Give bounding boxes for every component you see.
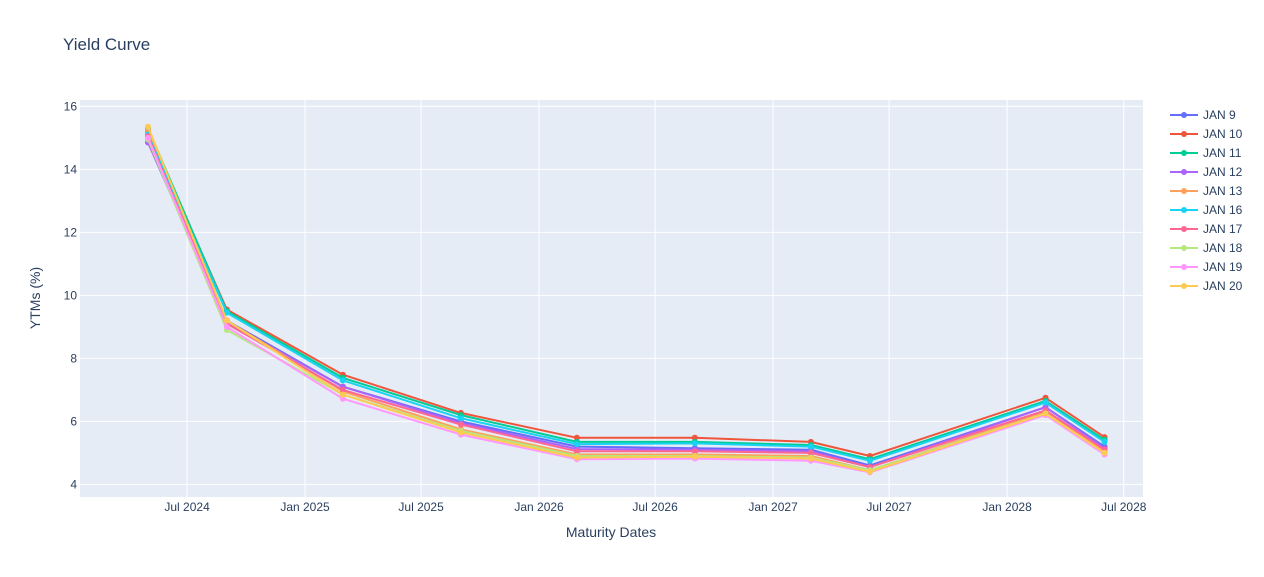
legend-label: JAN 11 <box>1203 146 1242 160</box>
legend-swatch-marker <box>1181 264 1187 270</box>
y-tick-label: 4 <box>70 477 77 491</box>
data-point <box>223 317 230 324</box>
x-tick-label: Jan 2026 <box>514 500 564 514</box>
legend-label: JAN 17 <box>1203 222 1243 236</box>
series-layer <box>144 123 1108 476</box>
data-point <box>573 454 580 461</box>
legend-label: JAN 9 <box>1203 108 1236 122</box>
data-point <box>144 123 151 130</box>
data-point <box>1042 399 1049 406</box>
legend-item[interactable]: JAN 17 <box>1170 222 1243 236</box>
legend-item[interactable]: JAN 13 <box>1170 184 1243 198</box>
data-point <box>691 448 698 455</box>
legend-swatch-marker <box>1181 131 1187 137</box>
y-tick-label: 6 <box>70 414 77 428</box>
legend-item[interactable]: JAN 19 <box>1170 260 1243 274</box>
y-tick-label: 16 <box>64 99 78 113</box>
legend-swatch-marker <box>1181 188 1187 194</box>
legend-label: JAN 18 <box>1203 241 1243 255</box>
legend: JAN 9 JAN 10 JAN 11 JAN 12 JAN 13 JAN 16 JAN 1… <box>1170 108 1243 293</box>
x-tick-label: Jul 2027 <box>866 500 912 514</box>
x-tick-label: Jan 2025 <box>280 500 330 514</box>
data-point <box>1042 410 1049 417</box>
legend-label: JAN 12 <box>1203 165 1243 179</box>
data-point <box>807 443 814 450</box>
series-jan-19 <box>144 134 1108 476</box>
legend-swatch-marker <box>1181 245 1187 251</box>
data-point <box>691 453 698 460</box>
series-line <box>147 137 1106 474</box>
data-point <box>457 429 464 436</box>
x-tick-label: Jul 2028 <box>1101 500 1147 514</box>
series-line <box>147 126 1106 473</box>
data-point <box>223 323 230 330</box>
data-point <box>807 449 814 456</box>
series-jan-20 <box>144 123 1108 475</box>
x-tick-label: Jan 2027 <box>748 500 798 514</box>
data-point <box>807 455 814 462</box>
legend-label: JAN 16 <box>1203 203 1243 217</box>
x-axis-title: Maturity Dates <box>566 524 656 540</box>
legend-label: JAN 19 <box>1203 260 1243 274</box>
legend-swatch-marker <box>1181 169 1187 175</box>
data-point <box>1101 438 1108 445</box>
y-axis-ticks: 4 6 8 10 12 14 16 <box>64 99 78 491</box>
series-line <box>147 134 1106 462</box>
data-point <box>457 421 464 428</box>
legend-item[interactable]: JAN 12 <box>1170 165 1243 179</box>
data-point <box>866 468 873 475</box>
legend-item[interactable]: JAN 11 <box>1170 146 1242 160</box>
data-point <box>339 377 346 384</box>
legend-swatch-marker <box>1181 150 1187 156</box>
data-point <box>866 457 873 464</box>
y-axis-title: YTMs (%) <box>27 267 43 329</box>
legend-item[interactable]: JAN 18 <box>1170 241 1243 255</box>
series-line <box>147 142 1106 469</box>
data-point <box>339 391 346 398</box>
legend-swatch-marker <box>1181 207 1187 213</box>
legend-label: JAN 10 <box>1203 127 1243 141</box>
chart-title: Yield Curve <box>63 35 150 54</box>
series-line <box>147 128 1106 461</box>
legend-item[interactable]: JAN 20 <box>1170 279 1243 293</box>
y-tick-label: 14 <box>64 162 78 176</box>
y-tick-label: 10 <box>64 288 78 302</box>
data-point <box>573 448 580 455</box>
legend-label: JAN 13 <box>1203 184 1243 198</box>
data-point <box>1101 449 1108 456</box>
data-point <box>691 440 698 447</box>
legend-item[interactable]: JAN 10 <box>1170 127 1243 141</box>
x-tick-label: Jul 2024 <box>164 500 210 514</box>
data-point <box>573 441 580 448</box>
x-axis-ticks: Jul 2024 Jan 2025 Jul 2025 Jan 2026 Jul 2026… <box>164 500 1146 514</box>
series-line <box>147 131 1106 457</box>
y-tick-label: 8 <box>70 351 77 365</box>
y-tick-label: 12 <box>64 225 78 239</box>
x-tick-label: Jul 2025 <box>398 500 444 514</box>
x-tick-label: Jul 2026 <box>632 500 678 514</box>
data-point <box>144 134 151 141</box>
legend-swatch-marker <box>1181 283 1187 289</box>
x-tick-label: Jan 2028 <box>982 500 1032 514</box>
legend-swatch-marker <box>1181 112 1187 118</box>
data-point <box>223 309 230 316</box>
legend-swatch-marker <box>1181 226 1187 232</box>
legend-item[interactable]: JAN 9 <box>1170 108 1236 122</box>
data-point <box>339 386 346 393</box>
legend-label: JAN 20 <box>1203 279 1243 293</box>
data-point <box>457 415 464 422</box>
legend-item[interactable]: JAN 16 <box>1170 203 1243 217</box>
plot-area <box>80 100 1143 497</box>
grid-layer <box>80 100 1143 497</box>
